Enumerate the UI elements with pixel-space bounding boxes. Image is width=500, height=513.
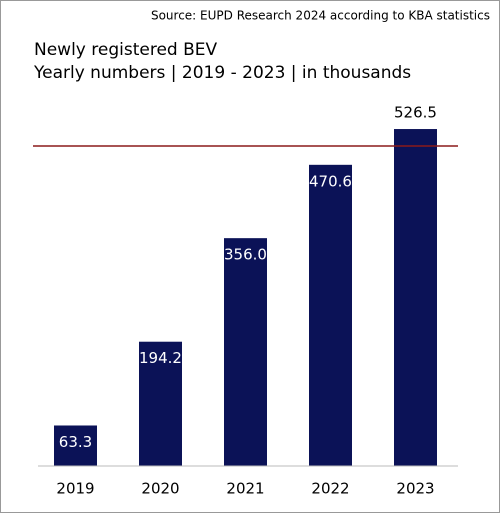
bar xyxy=(139,341,182,466)
value-label: 194.2 xyxy=(139,349,182,367)
bar xyxy=(309,164,352,467)
x-tick-label: 2020 xyxy=(141,480,179,498)
value-label: 470.6 xyxy=(309,172,352,190)
bar xyxy=(54,425,97,466)
x-tick-label: 2023 xyxy=(396,480,434,498)
x-tick-label: 2022 xyxy=(311,480,349,498)
bar xyxy=(394,129,437,467)
chart-title: Newly registered BEV xyxy=(34,40,218,60)
bar xyxy=(224,238,267,466)
chart-subtitle: Yearly numbers | 2019 - 2023 | in thousa… xyxy=(33,63,411,83)
x-tick-label: 2021 xyxy=(226,480,264,498)
x-tick-label: 2019 xyxy=(56,480,94,498)
value-label: 63.3 xyxy=(59,433,92,451)
value-label: 356.0 xyxy=(224,246,267,264)
value-label: 526.5 xyxy=(394,104,437,122)
source: Source: EUPD Research 2024 according to … xyxy=(151,9,490,23)
